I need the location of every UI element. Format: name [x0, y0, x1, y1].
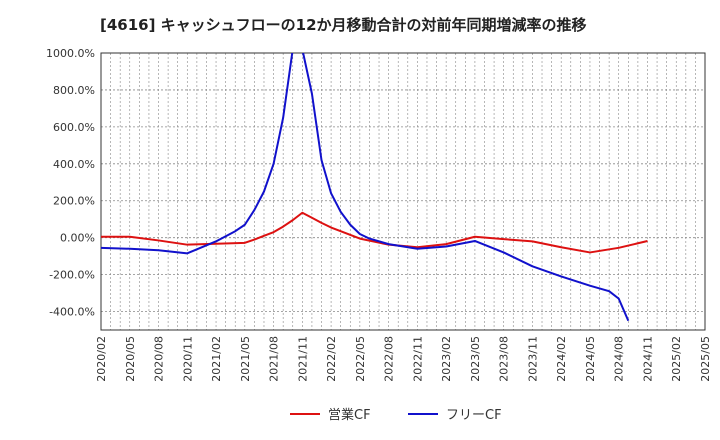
y-tick-label: 0.00% [60, 232, 95, 245]
x-tick-label: 2024/11 [641, 336, 654, 382]
y-tick-label: 600.0% [53, 121, 95, 134]
x-tick-label: 2023/11 [526, 336, 539, 382]
x-tick-label: 2021/05 [239, 336, 252, 382]
x-tick-label: 2022/02 [325, 336, 338, 382]
x-tick-label: 2021/11 [296, 336, 309, 382]
x-tick-label: 2023/08 [498, 336, 511, 382]
y-tick-label: 400.0% [53, 158, 95, 171]
x-tick-label: 2021/08 [268, 336, 281, 382]
chart-title: [4616] キャッシュフローの12か月移動合計の対前年同期増減率の推移 [100, 16, 587, 34]
x-tick-label: 2022/11 [411, 336, 424, 382]
y-tick-label: -200.0% [49, 269, 95, 282]
x-tick-label: 2025/05 [699, 336, 712, 382]
plot-frame [100, 52, 706, 331]
x-tick-label: 2024/05 [584, 336, 597, 382]
y-tick-label: -400.0% [49, 306, 95, 319]
y-tick-label: 1000.0% [46, 47, 95, 60]
y-tick-label: 800.0% [53, 84, 95, 97]
x-tick-label: 2023/02 [440, 336, 453, 382]
x-tick-label: 2021/02 [210, 336, 223, 382]
x-tick-label: 2025/02 [670, 336, 683, 382]
series-line [101, 211, 648, 254]
y-tick-label: 200.0% [53, 195, 95, 208]
series-line [101, 53, 630, 322]
x-tick-label: 2020/05 [124, 336, 137, 382]
legend-label: 営業CF [328, 407, 371, 423]
x-tick-label: 2024/08 [613, 336, 626, 382]
x-tick-label: 2022/05 [354, 336, 367, 382]
plot-area [101, 53, 705, 330]
x-tick-label: 2020/02 [95, 336, 108, 382]
x-tick-label: 2020/08 [153, 336, 166, 382]
x-tick-label: 2024/02 [555, 336, 568, 382]
x-tick-label: 2023/05 [469, 336, 482, 382]
legend-label: フリーCF [446, 408, 502, 423]
x-tick-label: 2022/08 [383, 336, 396, 382]
x-tick-label: 2020/11 [181, 336, 194, 382]
